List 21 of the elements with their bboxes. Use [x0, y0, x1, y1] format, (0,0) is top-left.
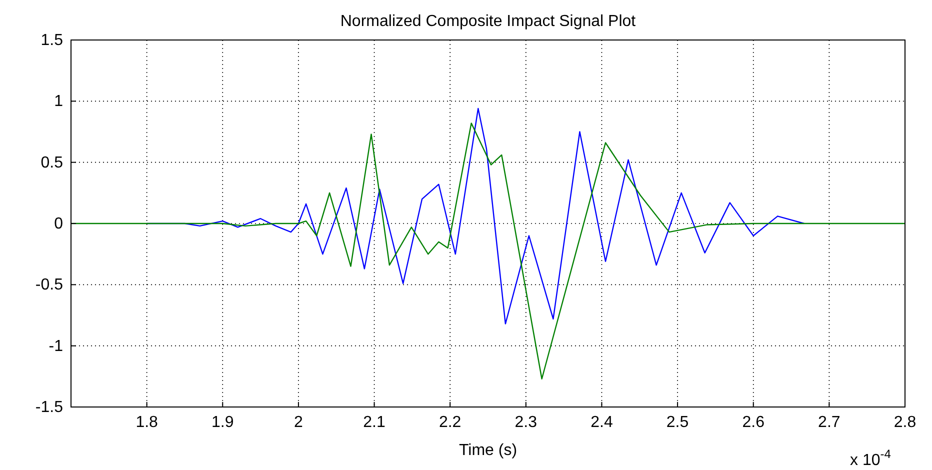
y-tick-label: 1.5 — [40, 32, 64, 49]
x-axis-title: Time (s) — [458, 442, 518, 459]
y-tick-label: -1 — [48, 338, 64, 355]
y-tick-label: 1 — [54, 93, 64, 110]
chart-title: Normalized Composite Impact Signal Plot — [340, 13, 636, 30]
x-tick-label: 2.1 — [363, 414, 386, 431]
x-tick-label: 2 — [294, 414, 303, 431]
x-tick-label: 2.6 — [742, 414, 765, 431]
x-tick-label: 1.8 — [136, 414, 158, 431]
y-tick-label: -0.5 — [35, 276, 64, 294]
text: x 10$^{-4}$ — [850, 447, 892, 469]
x-tick-label: 2.5 — [666, 414, 689, 431]
y-tick-label: -1.5 — [35, 399, 64, 416]
x-tick-label: 2.7 — [818, 414, 840, 431]
x-tick-label: 1.9 — [212, 414, 234, 431]
x-tick-label: 2.4 — [590, 414, 613, 431]
y-tick-label: 0 — [54, 216, 64, 232]
x-tick-label: 2.3 — [514, 414, 538, 431]
x-tick-label: 2.8 — [894, 414, 916, 431]
y-tick-label: 0.5 — [40, 154, 64, 172]
x-tick-label: 2.2 — [438, 414, 462, 431]
